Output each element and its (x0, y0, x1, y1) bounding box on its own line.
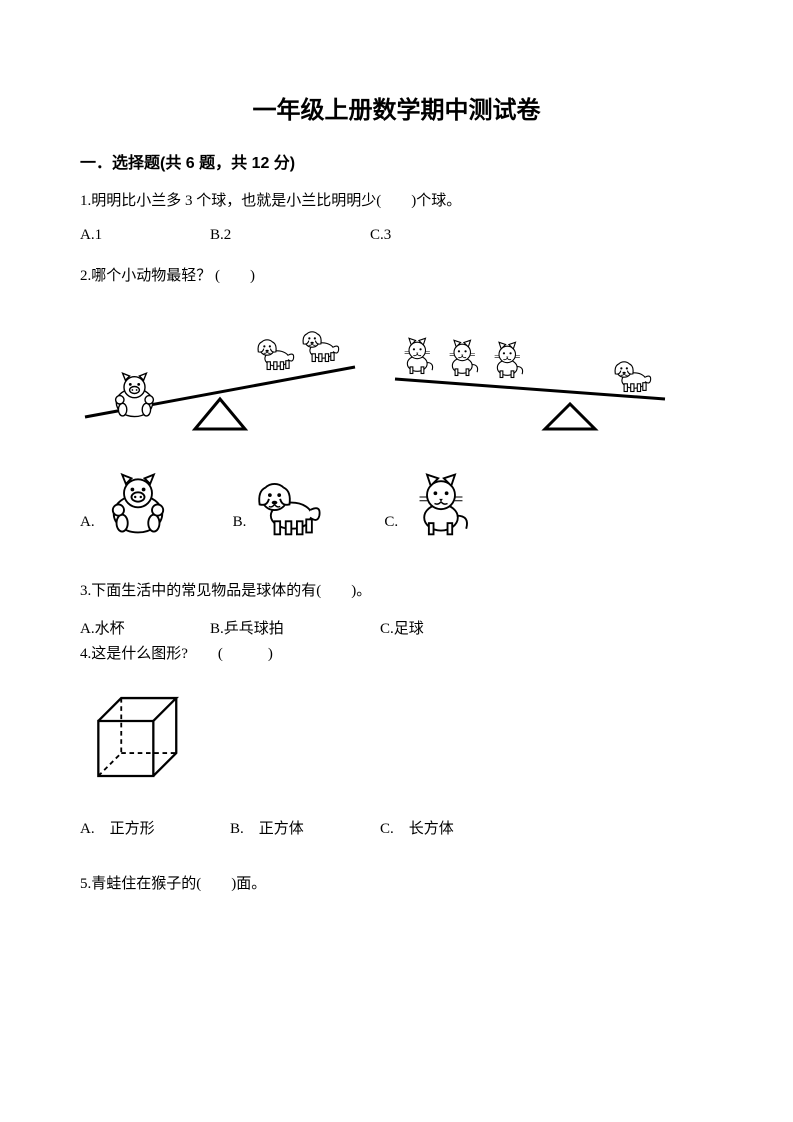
q4-options: A. 正方形 B. 正方体 C. 长方体 (80, 817, 713, 838)
cat-icon (405, 338, 433, 373)
q2-opt-c: C. (384, 469, 476, 539)
q5-text: 5.青蛙住在猴子的( )面。 (80, 872, 713, 898)
q1-text: 1.明明比小兰多 3 个球，也就是小兰比明明少( )个球。 (80, 189, 713, 215)
doc-title: 一年级上册数学期中测试卷 (80, 90, 713, 125)
q2-opt-b-label: B. (233, 514, 247, 539)
pig-icon (103, 469, 173, 539)
q2-opt-c-label: C. (384, 514, 398, 539)
dog-icon (615, 362, 651, 392)
q2-opt-a: A. (80, 469, 173, 539)
cube-icon (80, 677, 190, 797)
seesaw-right-figure (390, 309, 670, 439)
q4-opt-c: C. 长方体 (380, 817, 454, 838)
q3-options: A.水杯 B.乒乓球拍 C.足球 (80, 617, 713, 638)
dog-icon (258, 340, 294, 370)
page: 一年级上册数学期中测试卷 一．选择题(共 6 题，共 12 分) 1.明明比小兰… (0, 0, 793, 1122)
q2-options: A. B. C. (80, 469, 713, 539)
q2-opt-a-label: A. (80, 514, 95, 539)
pig-icon (116, 373, 154, 416)
q2-text: 2.哪个小动物最轻？ ( ) (80, 264, 713, 290)
dog-icon (303, 332, 339, 362)
q3-opt-c: C.足球 (380, 617, 424, 638)
cat-icon (450, 340, 478, 375)
q3-text: 3.下面生活中的常见物品是球体的有( )。 (80, 579, 713, 605)
q1-opt-a: A.1 (80, 227, 210, 244)
q3-opt-a: A.水杯 (80, 617, 210, 638)
seesaw-left-figure (80, 309, 360, 439)
q1-opt-c: C.3 (370, 227, 391, 244)
cat-icon (495, 342, 523, 377)
q2-opt-b: B. (233, 469, 325, 539)
q2-seesaws (80, 309, 713, 439)
q4-opt-b: B. 正方体 (230, 817, 380, 838)
q1-options: A.1 B.2 C.3 (80, 227, 713, 244)
q1-opt-b: B.2 (210, 227, 370, 244)
q4-text: 4.这是什么图形? ( ) (80, 642, 713, 668)
cat-icon (406, 469, 476, 539)
q3-opt-b: B.乒乓球拍 (210, 617, 380, 638)
section-1-header: 一．选择题(共 6 题，共 12 分) (80, 149, 713, 173)
dog-icon (254, 469, 324, 539)
q4-cube-figure (80, 677, 713, 797)
q4-opt-a: A. 正方形 (80, 817, 230, 838)
